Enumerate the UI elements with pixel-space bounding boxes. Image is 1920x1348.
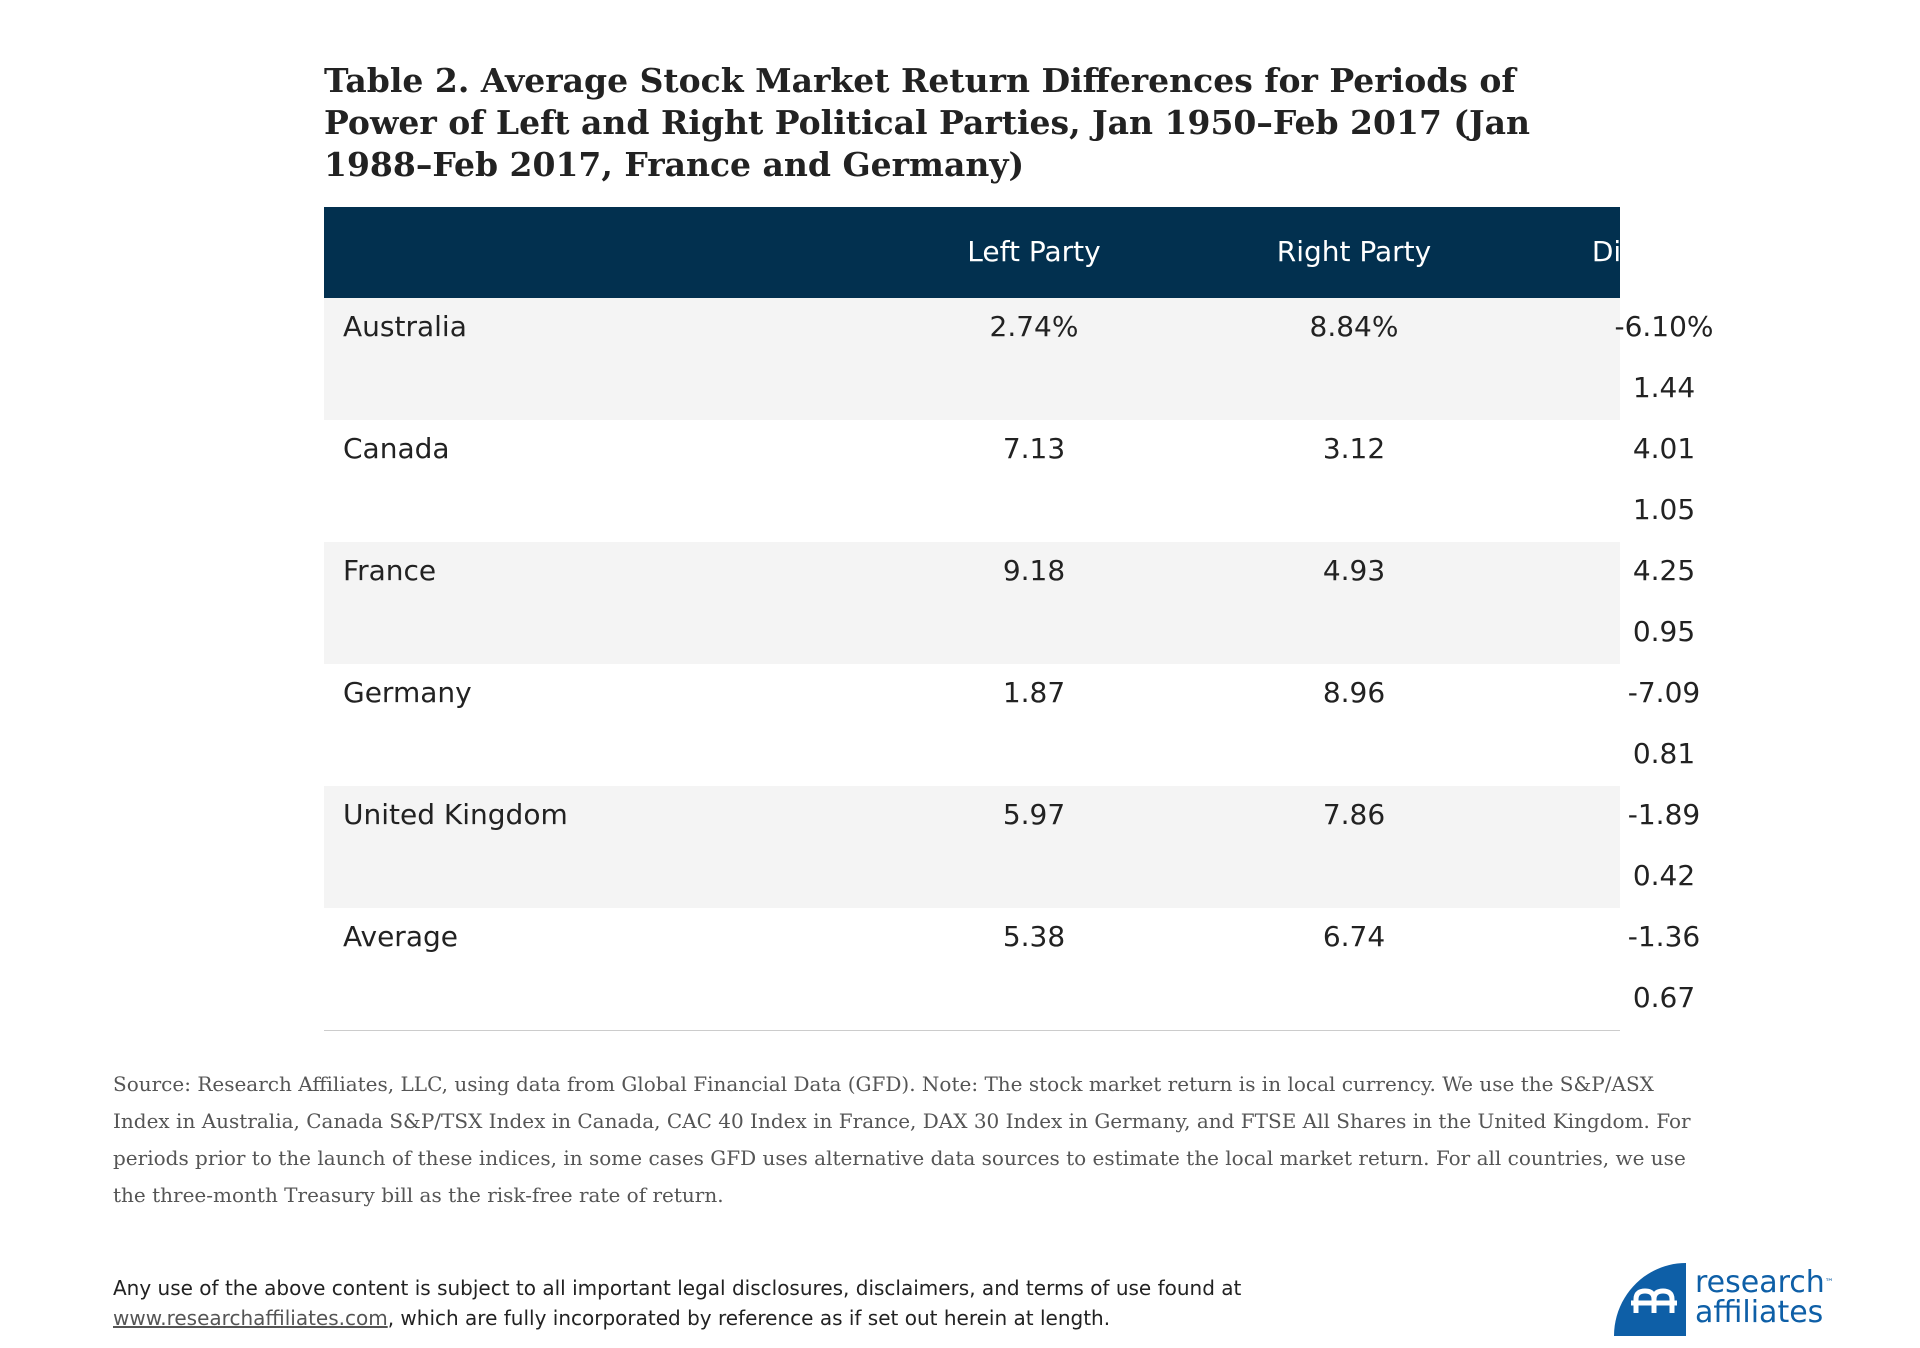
tstat-cell: 0.95 [1632, 615, 1696, 648]
right-party-cell: 4.93 [1322, 554, 1386, 587]
logo-line2: affiliates [1695, 1295, 1824, 1330]
tstat-cell: 0.81 [1632, 737, 1696, 770]
left-party-cell: 7.13 [1002, 432, 1066, 465]
country-cell: Canada [343, 432, 450, 465]
country-cell: Germany [343, 676, 472, 709]
table-row: Germany 1.87 8.96 -7.09 0.81 [324, 664, 1700, 786]
table-title: Table 2. Average Stock Market Return Dif… [324, 61, 1530, 184]
difference-cell: -1.89 [1627, 798, 1701, 831]
disclaimer-text: Any use of the above content is subject … [113, 1276, 1242, 1300]
website-link[interactable]: www.researchaffiliates.com [113, 1306, 388, 1330]
header-right-party: Right Party [1276, 235, 1432, 268]
right-party-cell: 6.74 [1322, 920, 1386, 953]
table-header: Left Party Right Party Difference [324, 207, 1736, 298]
research-affiliates-logo-icon [1614, 1263, 1686, 1336]
difference-cell: -1.36 [1627, 920, 1701, 953]
left-party-cell: 1.87 [1002, 676, 1066, 709]
tstat-cell: 0.42 [1632, 859, 1696, 892]
difference-cell: -6.10% [1614, 310, 1714, 343]
tstat-cell: 0.67 [1632, 981, 1696, 1014]
right-party-cell: 7.86 [1322, 798, 1386, 831]
difference-cell: -7.09 [1627, 676, 1701, 709]
country-cell: United Kingdom [343, 798, 568, 831]
logo-tm: ™ [1824, 1278, 1834, 1288]
table-row: Average 5.38 6.74 -1.36 0.67 [324, 908, 1700, 1030]
right-party-cell: 8.96 [1322, 676, 1386, 709]
header-left-party: Left Party [967, 235, 1101, 268]
country-cell: Average [343, 920, 458, 953]
table-row: Australia 2.74% 8.84% -6.10% 1.44 [324, 298, 1714, 420]
source-note: Source: Research Affiliates, LLC, using … [113, 1072, 1691, 1207]
right-party-cell: 8.84% [1309, 310, 1399, 343]
disclaimer: Any use of the above content is subject … [113, 1273, 1313, 1333]
country-cell: Australia [343, 310, 467, 343]
left-party-cell: 2.74% [989, 310, 1079, 343]
header-difference: Difference [1591, 235, 1737, 268]
left-party-cell: 5.97 [1002, 798, 1066, 831]
country-cell: France [343, 554, 437, 587]
data-table: Left Party Right Party Difference Austra… [324, 207, 1736, 1031]
difference-cell: 4.01 [1632, 432, 1696, 465]
logo-wordmark: research™ affiliates [1695, 1268, 1834, 1328]
left-party-cell: 5.38 [1002, 920, 1066, 953]
left-party-cell: 9.18 [1002, 554, 1066, 587]
table-row: Canada 7.13 3.12 4.01 1.05 [324, 420, 1695, 542]
right-party-cell: 3.12 [1322, 432, 1386, 465]
tstat-cell: 1.05 [1632, 493, 1696, 526]
disclaimer-text-2: , which are fully incorporated by refere… [387, 1306, 1111, 1330]
table-bottom-rule [324, 1030, 1620, 1031]
table-row: United Kingdom 5.97 7.86 -1.89 0.42 [324, 786, 1700, 908]
logo-line1: research [1695, 1265, 1825, 1300]
table-row: France 9.18 4.93 4.25 0.95 [324, 542, 1695, 664]
difference-cell: 4.25 [1632, 554, 1696, 587]
tstat-cell: 1.44 [1632, 371, 1696, 404]
